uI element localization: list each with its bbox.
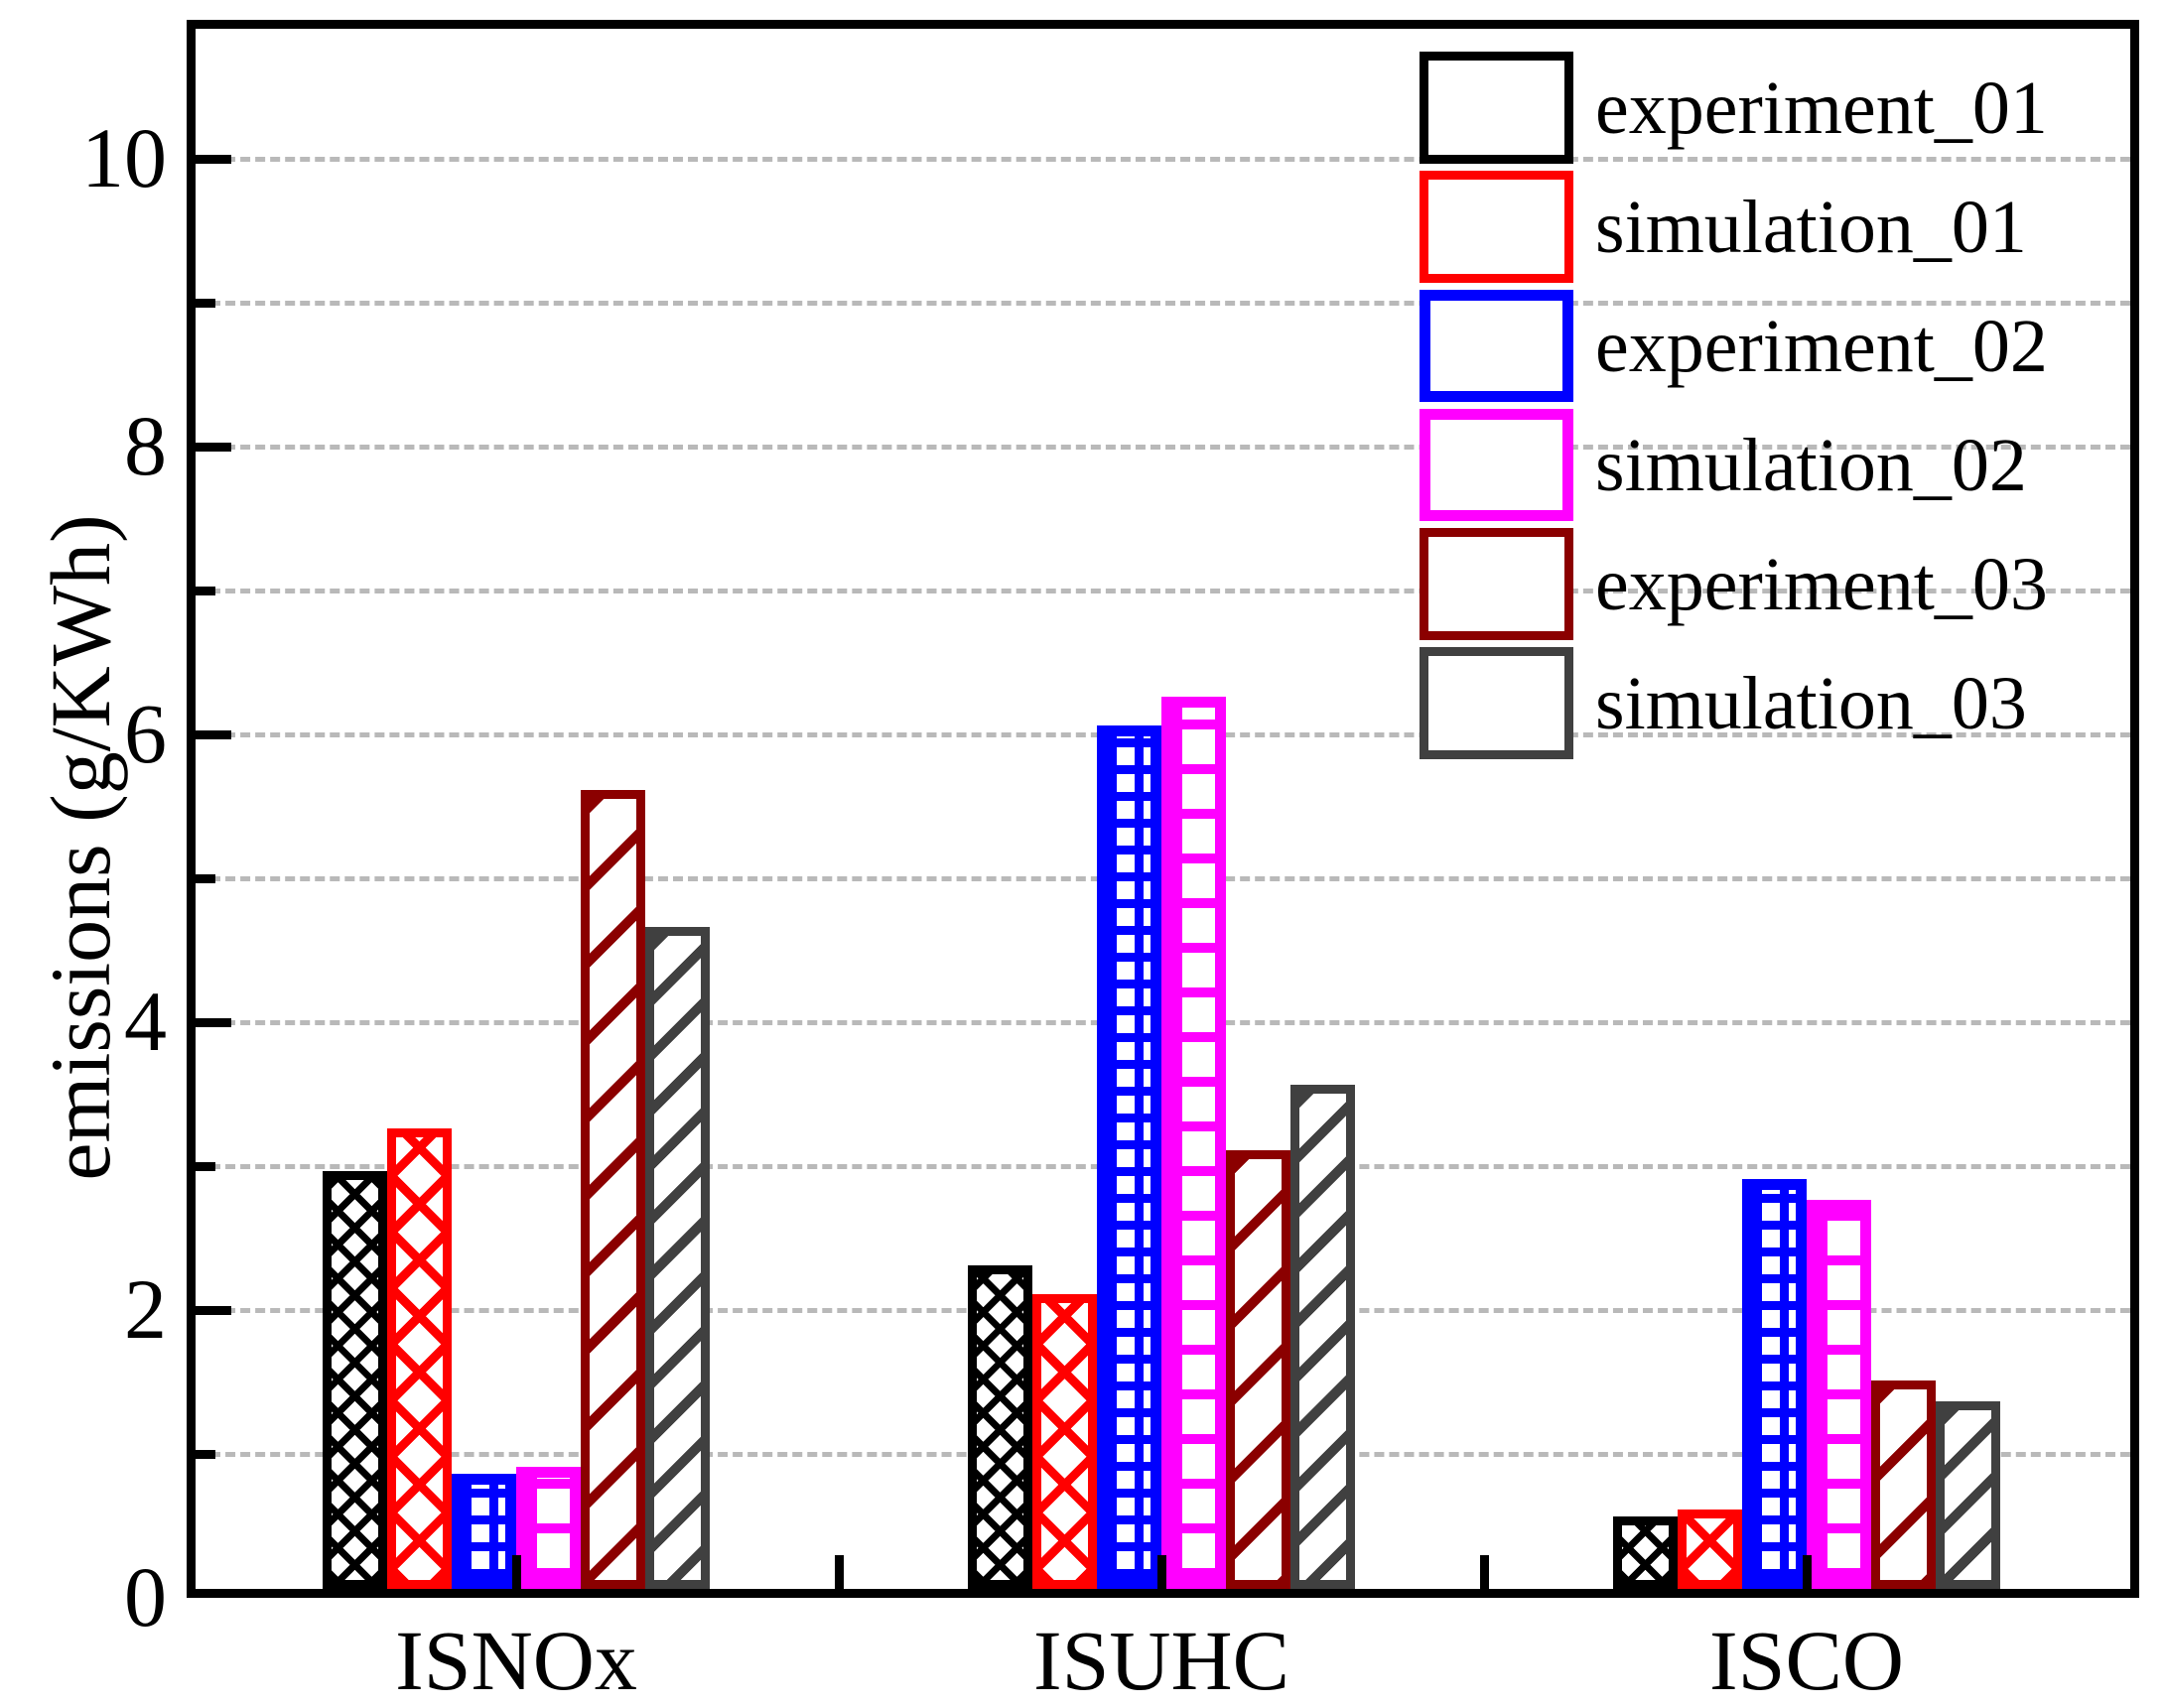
plot-inner bbox=[196, 29, 2130, 1589]
y-tick-label-8: 8 bbox=[124, 398, 167, 493]
legend-row-experiment_03: experiment_03 bbox=[1420, 528, 2048, 640]
x-tick-ISUHC bbox=[1157, 1555, 1166, 1589]
plot-area bbox=[187, 20, 2139, 1598]
legend-label-simulation_01: simulation_01 bbox=[1595, 185, 2027, 269]
gridline-8 bbox=[196, 445, 2130, 450]
bar-experiment_03-ISCO bbox=[1871, 1380, 1936, 1589]
y-tick-label-0: 0 bbox=[124, 1549, 167, 1644]
y-major-tick-6 bbox=[196, 730, 231, 739]
legend-row-experiment_01: experiment_01 bbox=[1420, 52, 2048, 164]
bar-simulation_03-ISNOx bbox=[645, 927, 710, 1589]
x-boundary-tick-1 bbox=[835, 1555, 844, 1589]
y-minor-tick-5 bbox=[196, 874, 215, 883]
legend-swatch-experiment_03 bbox=[1420, 528, 1573, 640]
legend-label-experiment_02: experiment_02 bbox=[1595, 304, 2048, 388]
bar-experiment_02-ISCO bbox=[1742, 1179, 1807, 1589]
bar-experiment_03-ISNOx bbox=[581, 790, 645, 1589]
bar-experiment_01-ISNOx bbox=[323, 1171, 387, 1589]
bar-simulation_01-ISNOx bbox=[387, 1128, 452, 1589]
y-major-tick-2 bbox=[196, 1306, 231, 1315]
y-major-tick-4 bbox=[196, 1018, 231, 1027]
x-category-label-ISUHC: ISUHC bbox=[1032, 1613, 1290, 1708]
legend-label-simulation_03: simulation_03 bbox=[1595, 661, 2027, 745]
legend-swatch-simulation_01 bbox=[1420, 171, 1573, 283]
y-tick-label-10: 10 bbox=[81, 110, 167, 205]
gridline-9 bbox=[196, 301, 2130, 306]
bar-experiment_02-ISNOx bbox=[452, 1474, 516, 1589]
legend-label-experiment_01: experiment_01 bbox=[1595, 66, 2048, 150]
bar-experiment_02-ISUHC bbox=[1097, 725, 1161, 1589]
legend-row-simulation_02: simulation_02 bbox=[1420, 409, 2048, 521]
legend-swatch-experiment_02 bbox=[1420, 290, 1573, 402]
legend-swatch-simulation_02 bbox=[1420, 409, 1573, 521]
bar-experiment_03-ISUHC bbox=[1226, 1150, 1290, 1589]
bar-simulation_02-ISCO bbox=[1807, 1200, 1871, 1589]
legend-label-experiment_03: experiment_03 bbox=[1595, 542, 2048, 626]
y-tick-label-4: 4 bbox=[124, 974, 167, 1069]
bar-simulation_03-ISCO bbox=[1936, 1401, 2000, 1589]
x-tick-ISCO bbox=[1803, 1555, 1812, 1589]
legend-row-simulation_01: simulation_01 bbox=[1420, 171, 2048, 283]
bar-simulation_01-ISUHC bbox=[1032, 1294, 1097, 1589]
bar-experiment_01-ISUHC bbox=[968, 1265, 1032, 1589]
legend-row-experiment_02: experiment_02 bbox=[1420, 290, 2048, 402]
bar-simulation_02-ISNOx bbox=[516, 1467, 581, 1589]
y-major-tick-10 bbox=[196, 155, 231, 164]
y-minor-tick-3 bbox=[196, 1162, 215, 1171]
x-category-label-ISCO: ISCO bbox=[1709, 1613, 1904, 1708]
bar-simulation_03-ISUHC bbox=[1290, 1085, 1355, 1589]
y-minor-tick-7 bbox=[196, 587, 215, 595]
y-tick-label-6: 6 bbox=[124, 686, 167, 781]
bar-simulation_01-ISCO bbox=[1678, 1510, 1742, 1589]
y-minor-tick-9 bbox=[196, 299, 215, 308]
legend-label-simulation_02: simulation_02 bbox=[1595, 423, 2027, 507]
y-minor-tick-1 bbox=[196, 1450, 215, 1459]
y-axis-title: emissions (g/KWh) bbox=[33, 514, 128, 1181]
x-category-label-ISNOx: ISNOx bbox=[395, 1613, 637, 1708]
bar-simulation_02-ISUHC bbox=[1161, 697, 1226, 1589]
gridline-7 bbox=[196, 589, 2130, 593]
legend-row-simulation_03: simulation_03 bbox=[1420, 647, 2048, 759]
x-boundary-tick-2 bbox=[1480, 1555, 1489, 1589]
x-tick-ISNOx bbox=[512, 1555, 521, 1589]
gridline-10 bbox=[196, 157, 2130, 162]
legend-swatch-simulation_03 bbox=[1420, 647, 1573, 759]
legend-swatch-experiment_01 bbox=[1420, 52, 1573, 164]
y-tick-label-2: 2 bbox=[124, 1261, 167, 1357]
bar-experiment_01-ISCO bbox=[1613, 1516, 1678, 1589]
y-major-tick-8 bbox=[196, 443, 231, 452]
